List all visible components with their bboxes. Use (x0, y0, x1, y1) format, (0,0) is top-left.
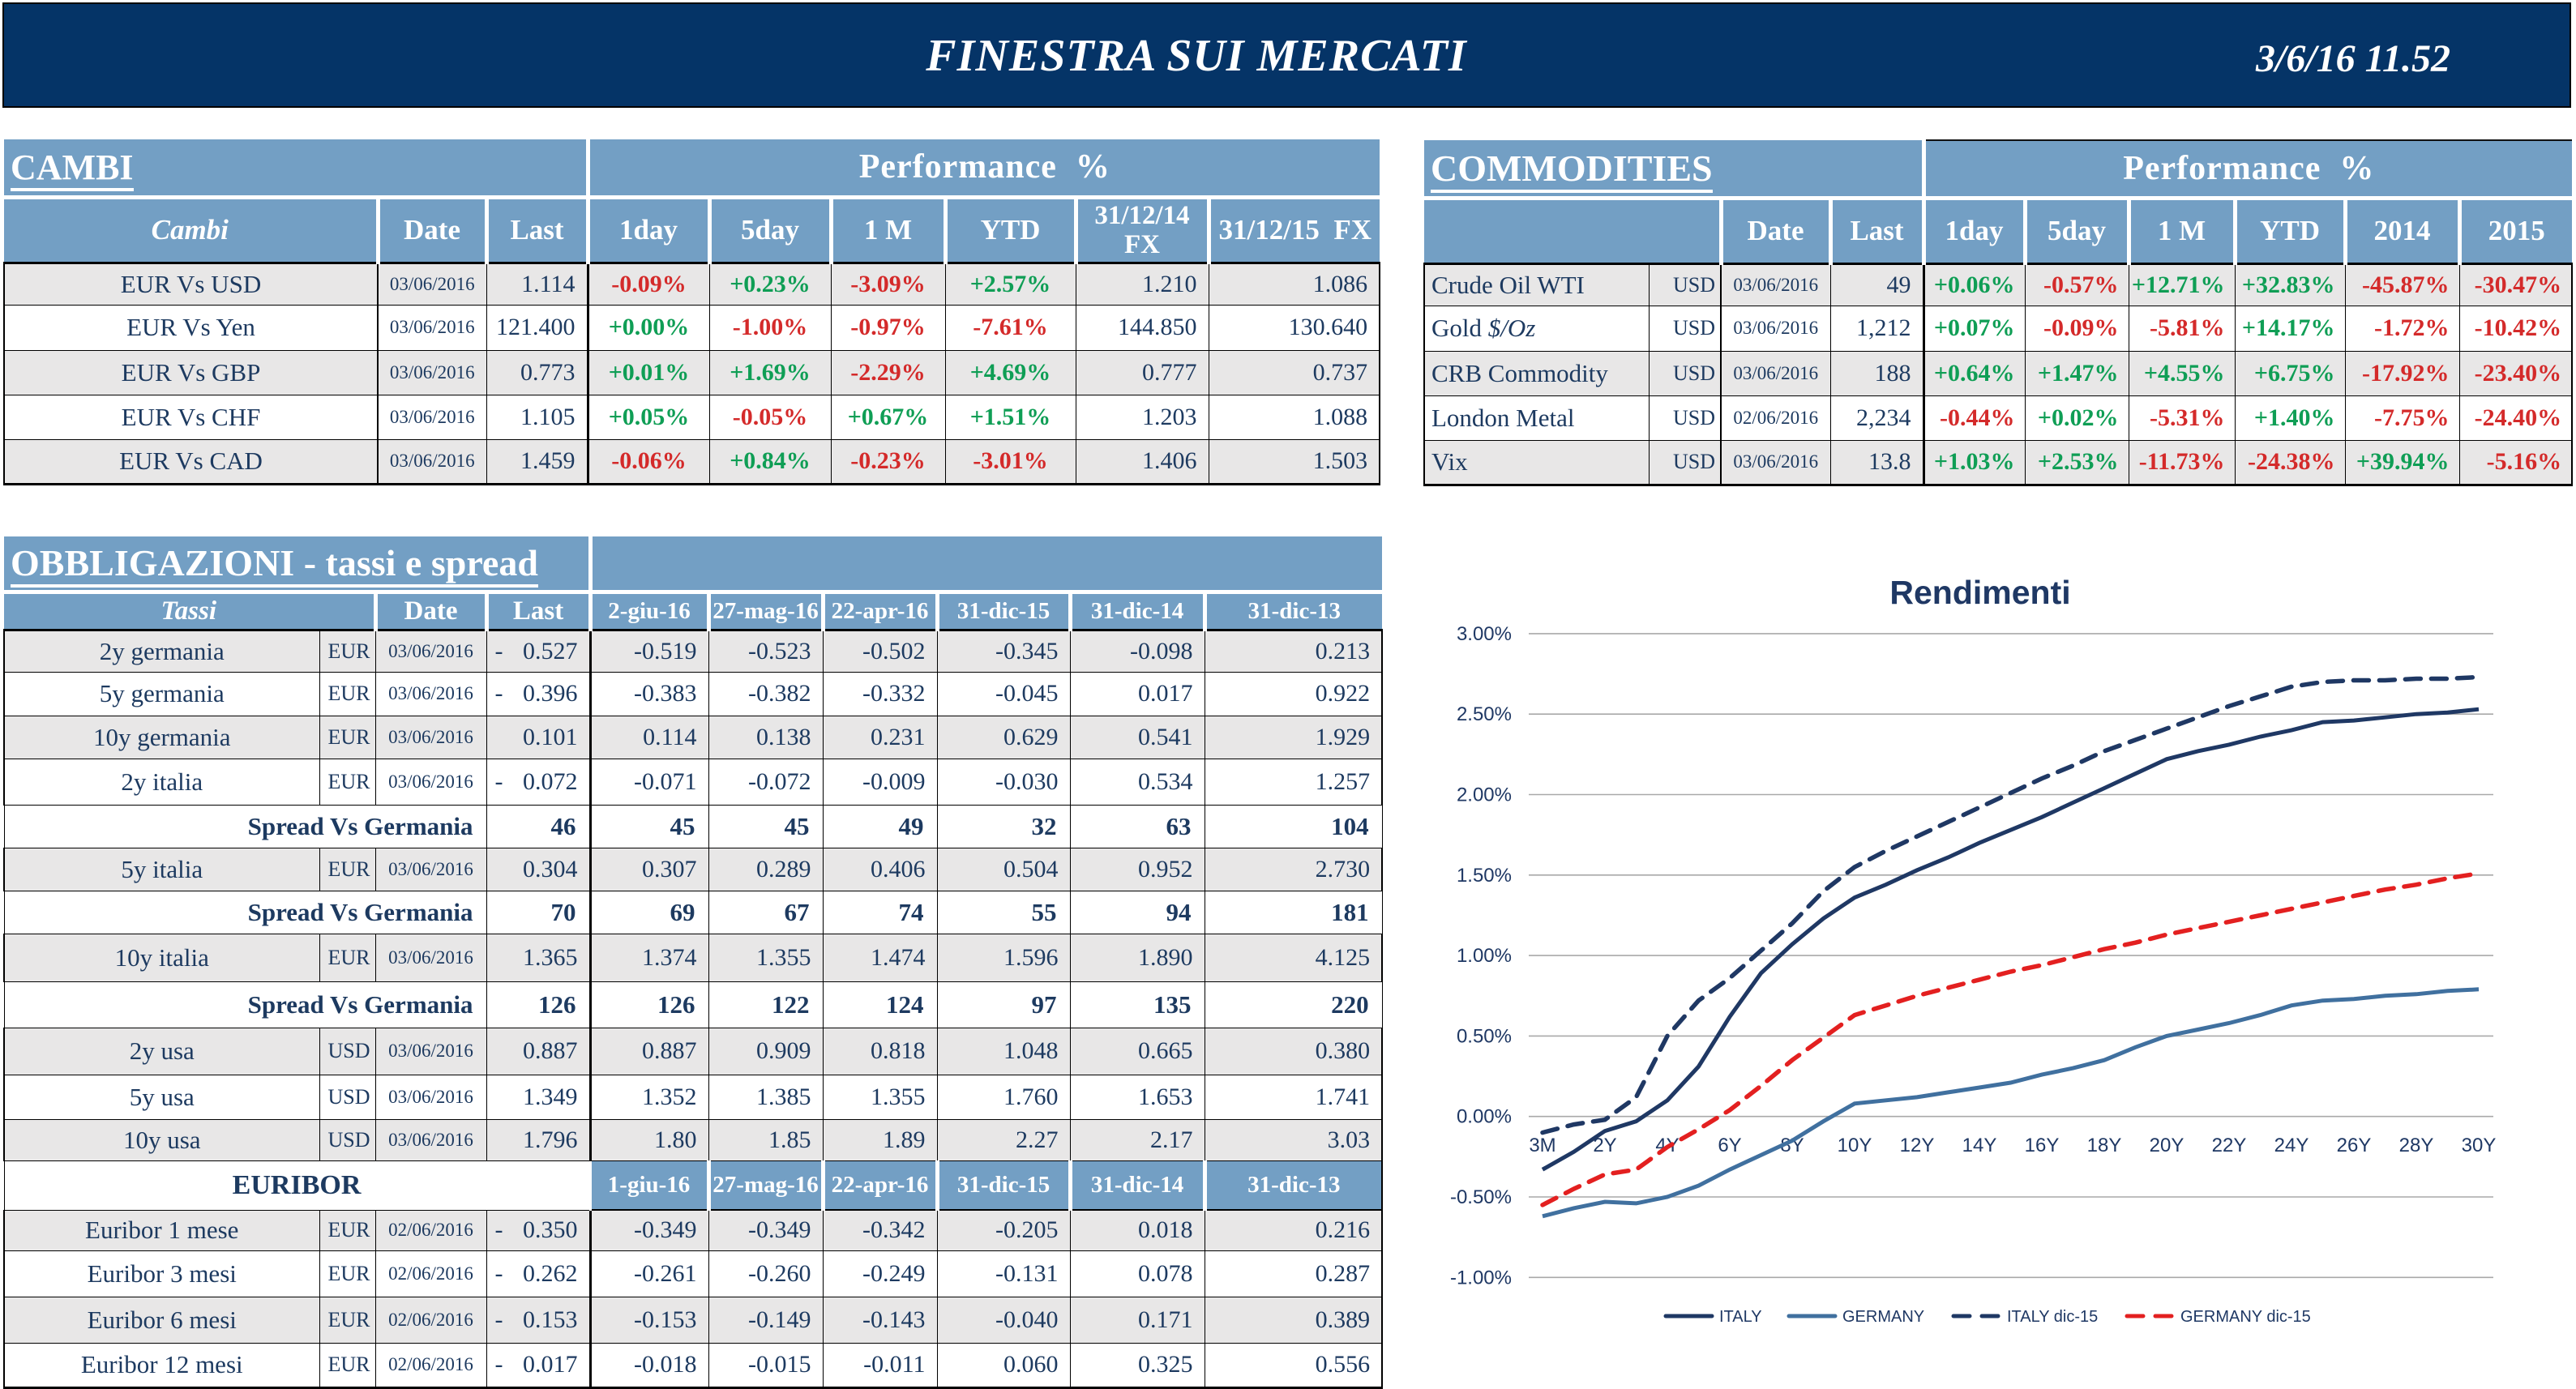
svg-text:3M: 3M (1529, 1135, 1555, 1156)
svg-text:22Y: 22Y (2212, 1135, 2247, 1156)
svg-text:3.00%: 3.00% (1457, 623, 1512, 645)
svg-text:-0.50%: -0.50% (1450, 1186, 1512, 1208)
svg-text:10Y: 10Y (1838, 1135, 1872, 1156)
svg-text:0.00%: 0.00% (1457, 1106, 1512, 1128)
svg-text:ITALY: ITALY (1719, 1308, 1762, 1326)
svg-text:6Y: 6Y (1718, 1135, 1741, 1156)
svg-text:26Y: 26Y (2337, 1135, 2372, 1156)
svg-text:Rendimenti: Rendimenti (1889, 574, 2070, 611)
svg-text:0.50%: 0.50% (1457, 1025, 1512, 1047)
svg-text:ITALY dic-15: ITALY dic-15 (2007, 1308, 2098, 1326)
svg-text:2.50%: 2.50% (1457, 703, 1512, 725)
svg-text:14Y: 14Y (1962, 1135, 1997, 1156)
svg-text:-1.00%: -1.00% (1450, 1267, 1512, 1289)
svg-text:18Y: 18Y (2087, 1135, 2122, 1156)
svg-text:30Y: 30Y (2462, 1135, 2497, 1156)
svg-text:1.00%: 1.00% (1457, 945, 1512, 967)
svg-text:12Y: 12Y (1900, 1135, 1935, 1156)
svg-text:20Y: 20Y (2150, 1135, 2184, 1156)
svg-text:28Y: 28Y (2399, 1135, 2434, 1156)
svg-text:16Y: 16Y (2025, 1135, 2060, 1156)
svg-text:2.00%: 2.00% (1457, 784, 1512, 806)
svg-text:1.50%: 1.50% (1457, 865, 1512, 887)
svg-text:24Y: 24Y (2274, 1135, 2309, 1156)
svg-text:GERMANY: GERMANY (1842, 1308, 1924, 1326)
svg-text:GERMANY dic-15: GERMANY dic-15 (2180, 1308, 2311, 1326)
